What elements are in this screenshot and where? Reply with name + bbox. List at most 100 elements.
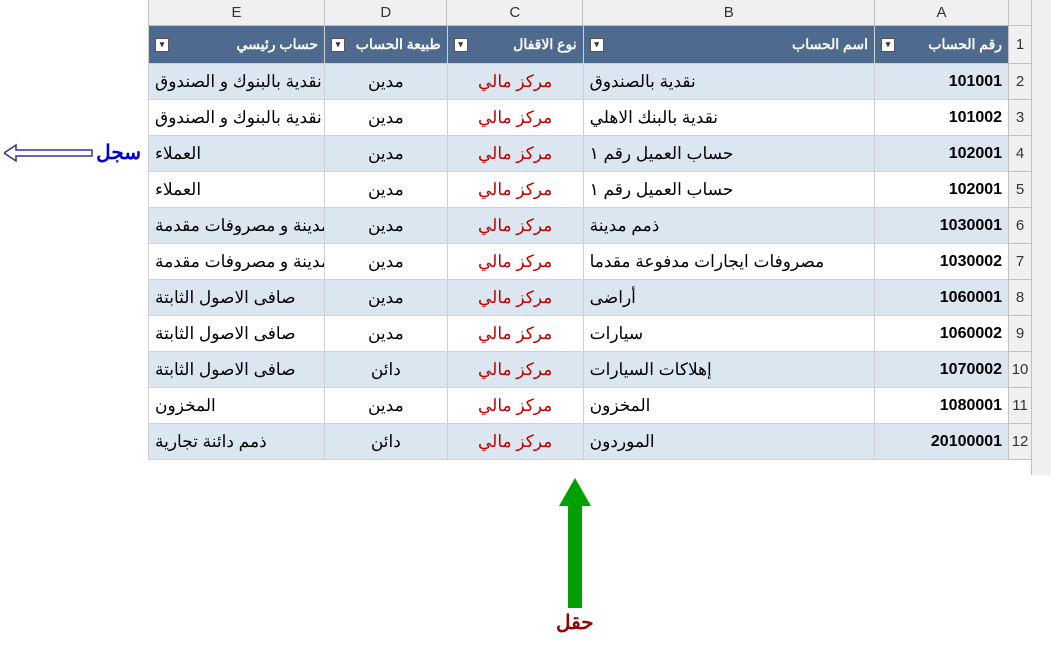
cell-E[interactable]: ذمم مدينة و مصروفات مقدمة [148,244,324,280]
row-number[interactable]: 2 [1008,64,1031,100]
cell-D[interactable]: مدين [324,208,447,244]
cell-E[interactable]: ذمم مدينة و مصروفات مقدمة [148,208,324,244]
col-header-C[interactable]: C [446,0,582,26]
row-number[interactable]: 8 [1008,280,1031,316]
cell-C[interactable]: مركز مالي [447,424,583,460]
spreadsheet-table: A B C D E 1 رقم الحساب ▾ اسم الحساب ▾ نو… [148,0,1031,460]
row-number[interactable]: 11 [1008,388,1031,424]
cell-B[interactable]: نقدية بالصندوق [583,64,874,100]
cell-C[interactable]: مركز مالي [447,100,583,136]
header-account-number[interactable]: رقم الحساب ▾ [874,26,1008,64]
cell-D[interactable]: مدين [324,172,447,208]
row-number[interactable]: 12 [1008,424,1031,460]
filter-icon[interactable]: ▾ [881,38,895,52]
cell-E[interactable]: صافى الاصول الثابتة [148,280,324,316]
cell-E[interactable]: المخزون [148,388,324,424]
col-header-A[interactable]: A [874,0,1008,26]
header-label: طبيعة الحساب [356,36,441,53]
cell-D[interactable]: مدين [324,136,447,172]
cell-E[interactable]: نقدية بالبنوك و الصندوق [148,100,324,136]
row-number[interactable]: 6 [1008,208,1031,244]
cell-A[interactable]: 1080001 [874,388,1008,424]
header-label: رقم الحساب [928,36,1002,53]
col-header-D[interactable]: D [324,0,446,26]
cell-E[interactable]: صافى الاصول الثابتة [148,316,324,352]
cell-C[interactable]: مركز مالي [447,352,583,388]
cell-B[interactable]: إهلاكات السيارات [583,352,874,388]
cell-D[interactable]: دائن [324,424,447,460]
annotation-record-label: سجل [96,140,141,165]
row-number[interactable]: 5 [1008,172,1031,208]
filter-icon[interactable]: ▾ [331,38,345,52]
cell-B[interactable]: حساب العميل رقم ١ [583,172,874,208]
cell-E[interactable]: صافى الاصول الثابتة [148,352,324,388]
cell-B[interactable]: المخزون [583,388,874,424]
filter-icon[interactable]: ▾ [454,38,468,52]
cell-C[interactable]: مركز مالي [447,172,583,208]
cell-B[interactable]: حساب العميل رقم ١ [583,136,874,172]
cell-E[interactable]: ذمم دائنة تجارية [148,424,324,460]
cell-C[interactable]: مركز مالي [447,64,583,100]
cell-A[interactable]: 20100001 [874,424,1008,460]
table-row: 5102001حساب العميل رقم ١مركز ماليمدينالع… [148,172,1031,208]
cell-E[interactable]: العملاء [148,136,324,172]
cell-D[interactable]: مدين [324,280,447,316]
cell-C[interactable]: مركز مالي [447,208,583,244]
header-closing-type[interactable]: نوع الاقفال ▾ [447,26,583,64]
table-row: 2101001نقدية بالصندوقمركز ماليمديننقدية … [148,64,1031,100]
cell-D[interactable]: مدين [324,316,447,352]
annotation-record: سجل [4,140,141,165]
cell-A[interactable]: 102001 [874,136,1008,172]
row-number[interactable]: 10 [1008,352,1031,388]
cell-A[interactable]: 1060002 [874,316,1008,352]
col-header-B[interactable]: B [582,0,874,26]
table-row: 61030001ذمم مدينةمركز ماليمدينذمم مدينة … [148,208,1031,244]
cell-B[interactable]: ذمم مدينة [583,208,874,244]
cell-D[interactable]: مدين [324,64,447,100]
row-number[interactable]: 7 [1008,244,1031,280]
filter-icon[interactable]: ▾ [155,38,169,52]
table-row: 1220100001الموردونمركز ماليدائنذمم دائنة… [148,424,1031,460]
cell-A[interactable]: 1030002 [874,244,1008,280]
filter-icon[interactable]: ▾ [590,38,604,52]
table-row: 91060002سياراتمركز ماليمدينصافى الاصول ا… [148,316,1031,352]
cell-E[interactable]: العملاء [148,172,324,208]
cell-B[interactable]: أراضى [583,280,874,316]
table-header-row: 1 رقم الحساب ▾ اسم الحساب ▾ نوع الاقفال … [148,26,1031,64]
header-account-nature[interactable]: طبيعة الحساب ▾ [324,26,447,64]
cell-D[interactable]: دائن [324,352,447,388]
cell-A[interactable]: 1060001 [874,280,1008,316]
row-number[interactable]: 4 [1008,136,1031,172]
header-account-name[interactable]: اسم الحساب ▾ [583,26,874,64]
header-main-account[interactable]: حساب رئيسي ▾ [148,26,324,64]
row-number[interactable]: 1 [1008,26,1031,64]
cell-B[interactable]: مصروفات ايجارات مدفوعة مقدما [583,244,874,280]
cell-B[interactable]: نقدية بالبنك الاهلي [583,100,874,136]
cell-C[interactable]: مركز مالي [447,136,583,172]
cell-A[interactable]: 1030001 [874,208,1008,244]
cell-A[interactable]: 101002 [874,100,1008,136]
sheet-gutter [1031,0,1051,475]
cell-A[interactable]: 101001 [874,64,1008,100]
arrow-right-icon [4,143,94,163]
table-row: 71030002مصروفات ايجارات مدفوعة مقدمامركز… [148,244,1031,280]
cell-B[interactable]: الموردون [583,424,874,460]
col-header-E[interactable]: E [148,0,324,26]
cell-C[interactable]: مركز مالي [447,280,583,316]
cell-C[interactable]: مركز مالي [447,388,583,424]
header-label: اسم الحساب [792,36,868,53]
cell-A[interactable]: 1070002 [874,352,1008,388]
cell-E[interactable]: نقدية بالبنوك و الصندوق [148,64,324,100]
arrow-up-icon [557,478,593,610]
cell-A[interactable]: 102001 [874,172,1008,208]
row-number[interactable]: 3 [1008,100,1031,136]
select-all-corner[interactable] [1008,0,1031,26]
cell-D[interactable]: مدين [324,100,447,136]
cell-D[interactable]: مدين [324,388,447,424]
cell-C[interactable]: مركز مالي [447,316,583,352]
cell-D[interactable]: مدين [324,244,447,280]
cell-B[interactable]: سيارات [583,316,874,352]
cell-C[interactable]: مركز مالي [447,244,583,280]
header-label: نوع الاقفال [513,36,576,53]
row-number[interactable]: 9 [1008,316,1031,352]
